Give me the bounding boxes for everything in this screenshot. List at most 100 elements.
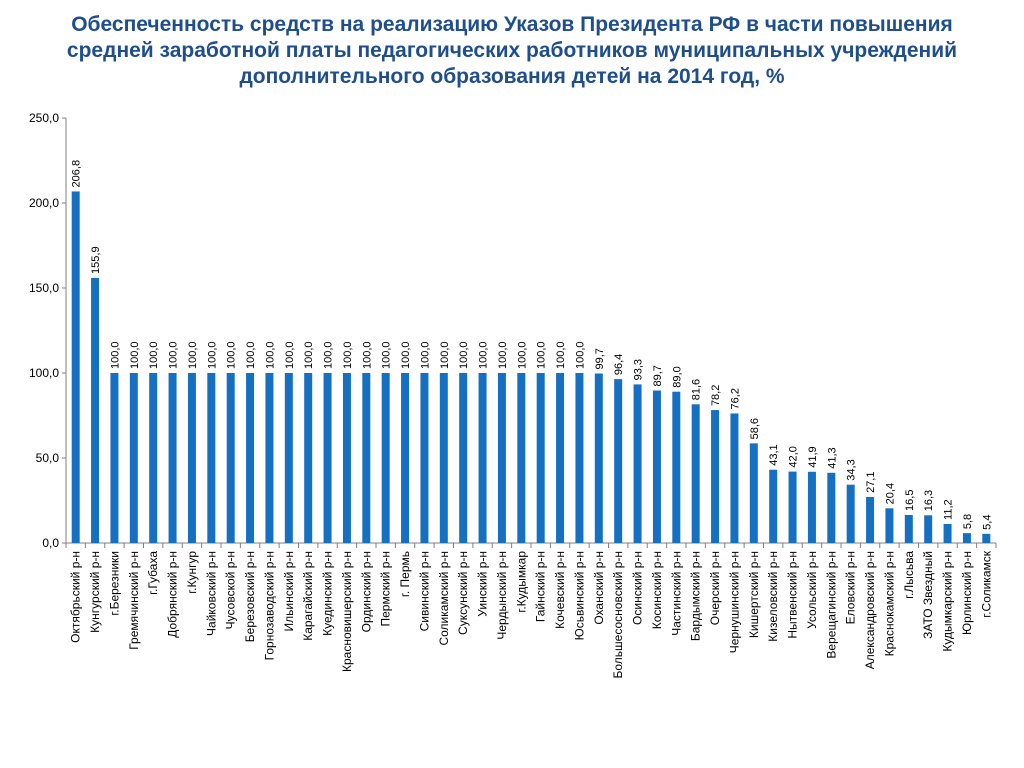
bar xyxy=(672,391,681,543)
category-label: Ильинский р-н xyxy=(282,551,296,632)
bar xyxy=(652,390,661,543)
value-label: 99,7 xyxy=(594,348,606,369)
category-label: Кунгурский р-н xyxy=(88,551,102,633)
bars xyxy=(71,191,991,543)
category-label: Гремячинский р-н xyxy=(127,551,141,650)
value-label: 100,0 xyxy=(439,341,451,369)
bar xyxy=(91,277,100,543)
category-label: Красновишерский р-н xyxy=(340,551,354,672)
category-label: Куединский р-н xyxy=(321,551,335,636)
value-label: 100,0 xyxy=(323,341,335,369)
category-label: ЗАТО Звездный xyxy=(921,551,935,639)
category-label: Усольский р-н xyxy=(805,551,819,629)
bar xyxy=(827,472,836,543)
value-label: 155,9 xyxy=(90,246,102,274)
value-label: 100,0 xyxy=(361,341,373,369)
value-label: 58,6 xyxy=(749,418,761,439)
category-label: Чусовской р-н xyxy=(224,551,238,629)
value-label: 100,0 xyxy=(478,341,490,369)
value-label: 11,2 xyxy=(943,499,955,520)
category-label: г.Соликамск xyxy=(979,550,993,617)
bar xyxy=(807,471,816,543)
value-label: 100,0 xyxy=(400,341,412,369)
chart-title-line-2: средней заработной платы педагогических … xyxy=(66,39,958,62)
value-label: 41,9 xyxy=(807,446,819,467)
bar xyxy=(459,373,468,543)
bar xyxy=(788,471,797,543)
bar xyxy=(924,515,933,543)
bar xyxy=(943,523,952,543)
value-label: 100,0 xyxy=(168,341,180,369)
category-label: Горнозаводский р-н xyxy=(262,551,276,660)
bar xyxy=(246,373,255,543)
value-label: 100,0 xyxy=(303,341,315,369)
bar xyxy=(633,384,642,543)
bar xyxy=(749,443,758,543)
category-label: Большесосновский р-н xyxy=(611,551,625,678)
value-label: 100,0 xyxy=(264,341,276,369)
category-label: Березовский р-н xyxy=(243,551,257,642)
bar xyxy=(420,373,429,543)
category-label: Соликамский р-н xyxy=(437,551,451,646)
value-label: 20,4 xyxy=(884,483,896,504)
category-label: Чердынский р-н xyxy=(495,551,509,640)
bar xyxy=(536,373,545,543)
category-label: Косинский р-н xyxy=(650,551,664,629)
category-label: Чернушинский р-н xyxy=(727,551,741,653)
bar xyxy=(149,373,158,543)
bar xyxy=(769,469,778,543)
value-label: 100,0 xyxy=(419,341,431,369)
category-label: Суксунский р-н xyxy=(456,551,470,635)
y-tick-label: 0,0 xyxy=(42,536,59,550)
value-label: 96,4 xyxy=(613,354,625,375)
value-label: 100,0 xyxy=(536,341,548,369)
bar xyxy=(691,404,700,543)
y-axis: 0,0 50,0 100,0 150,0 200,0 250,0 xyxy=(29,111,67,550)
value-label: 100,0 xyxy=(381,341,393,369)
category-label: Юрлинский р-н xyxy=(960,551,974,635)
bar xyxy=(556,373,565,543)
category-label: Гайнский р-н xyxy=(534,551,548,622)
value-label: 100,0 xyxy=(206,341,218,369)
value-label: 100,0 xyxy=(516,341,528,369)
value-label: 34,3 xyxy=(846,459,858,480)
category-label: г.Лысьва xyxy=(902,551,916,599)
bar xyxy=(71,191,80,543)
value-label: 100,0 xyxy=(555,341,567,369)
category-label: Кудымкарский р-н xyxy=(941,551,955,652)
category-label: г.Губаха xyxy=(146,551,160,595)
value-label: 16,3 xyxy=(923,490,935,511)
value-labels: 206,8 155,9 100,0 100,0 100,0 100,0 100,0 100,0… xyxy=(71,160,994,530)
category-label: Добрянский р-н xyxy=(166,551,180,638)
category-label: Оханский р-н xyxy=(592,551,606,625)
value-label: 16,5 xyxy=(904,490,916,511)
category-label: Еловский р-н xyxy=(844,551,858,624)
y-tick-label: 200,0 xyxy=(29,196,59,210)
category-label: Кизеловский р-н xyxy=(766,551,780,642)
bar xyxy=(381,373,390,543)
bar xyxy=(207,373,216,543)
category-label: г.Кунгур xyxy=(185,551,199,594)
value-label: 100,0 xyxy=(574,341,586,369)
category-label: г. Пермь xyxy=(398,551,412,597)
category-labels: Октябрьский р-н Кунгурский р-н г.Березники… xyxy=(69,550,994,678)
category-label: Карагайский р-н xyxy=(301,551,315,641)
value-label: 89,7 xyxy=(652,365,664,386)
value-label: 100,0 xyxy=(342,341,354,369)
bar xyxy=(342,373,351,543)
category-label: Чайковский р-н xyxy=(204,551,218,636)
value-label: 78,2 xyxy=(710,385,722,406)
bar xyxy=(478,373,487,543)
bar xyxy=(323,373,332,543)
chart-title: Обеспеченность средств на реализацию Ука… xyxy=(0,12,1024,90)
value-label: 100,0 xyxy=(109,341,121,369)
bar xyxy=(711,410,720,543)
value-label: 100,0 xyxy=(187,341,199,369)
value-label: 100,0 xyxy=(245,341,257,369)
value-label: 100,0 xyxy=(458,341,470,369)
bar xyxy=(962,533,971,543)
category-label: Октябрьский р-н xyxy=(69,551,83,643)
bar xyxy=(226,373,235,543)
y-tick-label: 50,0 xyxy=(36,451,60,465)
category-label: Александровский р-н xyxy=(863,551,877,669)
